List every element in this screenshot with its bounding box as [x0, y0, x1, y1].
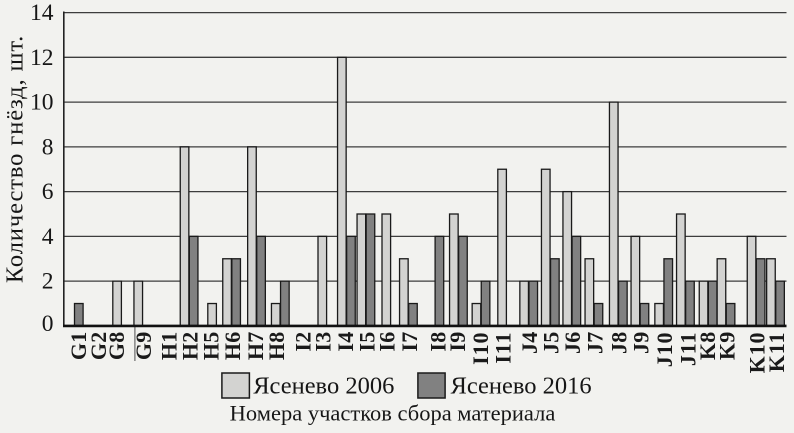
svg-text:H6: H6 [220, 332, 245, 361]
svg-text:H1: H1 [157, 332, 182, 361]
svg-text:I11: I11 [491, 332, 516, 364]
svg-text:I7: I7 [397, 332, 422, 352]
svg-text:G1: G1 [66, 332, 91, 361]
svg-text:6: 6 [42, 179, 54, 205]
svg-text:G2: G2 [86, 332, 111, 361]
svg-text:Ясенево 2016: Ясенево 2016 [451, 372, 592, 399]
svg-text:4: 4 [42, 224, 54, 250]
svg-text:I10: I10 [468, 332, 493, 365]
svg-text:I8: I8 [425, 332, 450, 352]
svg-text:I4: I4 [333, 332, 358, 352]
svg-text:Количество гнёзд, шт.: Количество гнёзд, шт. [2, 35, 29, 283]
svg-text:12: 12 [30, 45, 54, 71]
svg-text:K9: K9 [714, 332, 739, 361]
svg-text:J11: J11 [676, 332, 701, 367]
svg-text:K10: K10 [745, 332, 770, 374]
svg-text:J6: J6 [560, 332, 585, 354]
svg-text:K11: K11 [764, 332, 789, 373]
svg-text:J5: J5 [539, 332, 564, 354]
svg-text:0: 0 [42, 311, 54, 337]
svg-text:I6: I6 [375, 332, 400, 352]
svg-text:G8: G8 [104, 332, 129, 361]
svg-text:K8: K8 [695, 332, 720, 361]
svg-text:J9: J9 [628, 332, 653, 354]
svg-text:J10: J10 [652, 332, 677, 368]
svg-text:H2: H2 [178, 332, 203, 361]
svg-text:G9: G9 [131, 332, 156, 361]
svg-text:Номера участков сбора материал: Номера участков сбора материала [230, 400, 556, 425]
svg-text:Ясенево 2006: Ясенево 2006 [253, 372, 394, 399]
svg-text:2: 2 [42, 269, 54, 295]
svg-text:J7: J7 [582, 332, 607, 354]
svg-text:14: 14 [30, 0, 54, 26]
svg-text:I5: I5 [354, 332, 379, 352]
svg-text:J8: J8 [607, 332, 632, 354]
svg-text:J4: J4 [517, 332, 542, 354]
svg-text:I3: I3 [311, 332, 336, 352]
svg-text:H8: H8 [264, 332, 289, 361]
svg-text:8: 8 [42, 134, 54, 160]
svg-text:H7: H7 [243, 332, 268, 361]
svg-text:I2: I2 [290, 332, 315, 352]
svg-text:I9: I9 [445, 332, 470, 352]
svg-text:H5: H5 [199, 332, 224, 361]
svg-text:10: 10 [30, 90, 54, 116]
